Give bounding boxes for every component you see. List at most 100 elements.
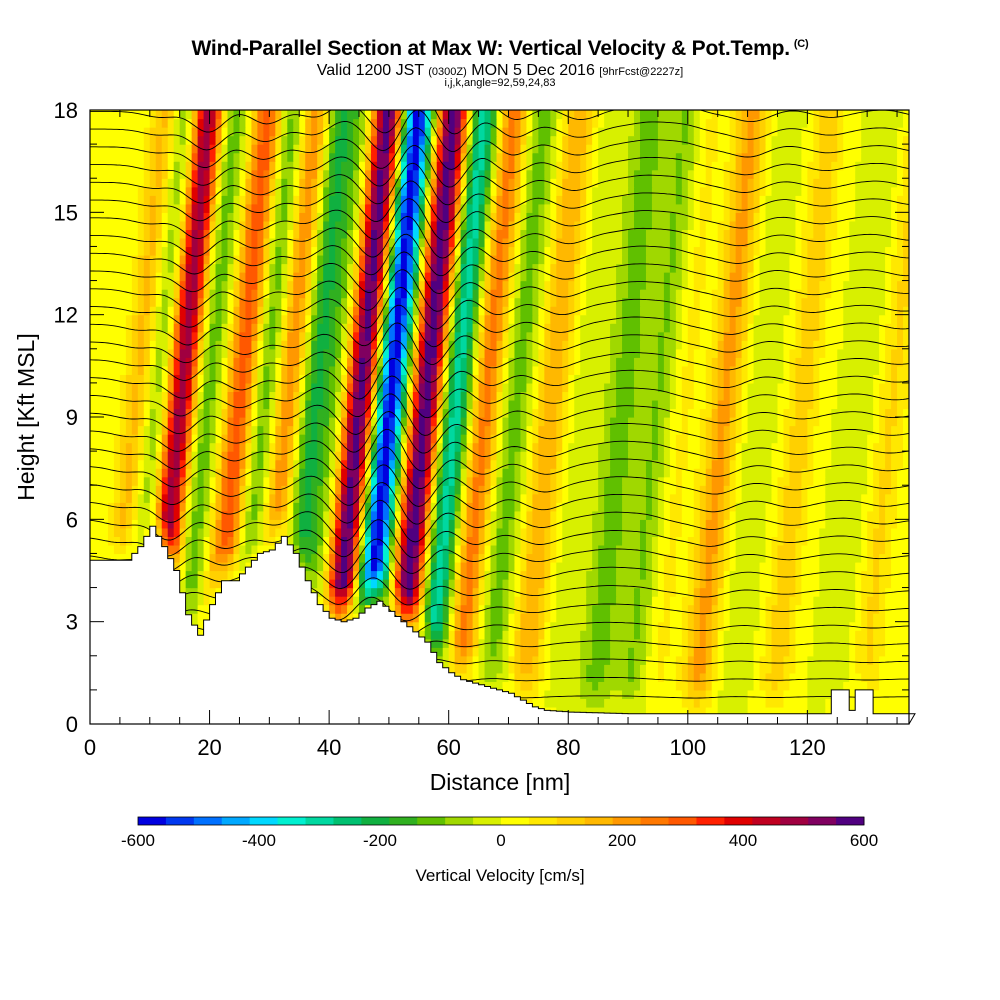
field-cell [795,621,802,631]
field-cell [245,527,253,537]
field-cell [376,451,384,461]
field-cell [735,510,743,520]
field-cell [556,493,563,503]
field-cell [867,468,874,478]
field-cell [759,442,767,452]
field-cell [873,502,880,512]
field-cell [454,425,462,435]
field-cell [657,544,665,555]
field-cell [125,502,133,512]
field-cell [879,698,886,708]
field-cell [233,510,241,520]
field-cell [741,604,749,614]
field-cell [305,485,312,495]
field-cell [496,561,504,572]
field-cell [562,698,569,708]
field-cell [185,451,193,461]
field-cell [735,468,743,478]
field-cell [801,451,808,461]
field-cell [526,510,533,520]
field-cell [95,434,103,444]
field-cell [687,689,695,700]
field-cell [610,544,617,555]
field-cell [472,672,480,682]
field-cell [586,502,593,512]
field-cell [101,434,109,444]
field-cell [580,587,587,597]
field-cell [663,527,671,537]
field-cell [729,672,737,682]
field-cell [819,536,826,546]
field-cell [364,468,372,478]
field-cell [538,510,545,520]
field-cell [687,459,695,469]
field-cell [424,561,432,572]
field-cell [735,527,743,537]
field-cell [651,706,659,717]
field-cell [897,459,904,469]
field-cell [161,442,169,452]
field-cell [263,476,270,486]
field-cell [610,527,617,537]
field-cell [442,451,450,461]
field-cell [359,408,366,418]
field-cell [651,476,659,486]
field-cell [616,587,623,597]
field-cell [669,672,677,682]
field-cell [604,638,611,648]
field-cell [520,510,527,520]
field-cell [514,425,522,435]
field-cell [209,417,217,427]
field-cell [329,527,336,537]
field-cell [699,485,707,495]
field-cell [532,596,539,606]
field-cell [777,689,785,700]
field-cell [693,527,701,537]
field-cell [693,510,701,520]
field-cell [675,459,683,469]
field-cell [538,553,545,563]
field-cell [861,596,868,606]
field-cell [616,493,623,503]
field-cell [406,425,414,435]
field-cell [454,638,462,648]
field-cell [556,451,563,461]
field-cell [466,672,474,682]
field-cell [693,613,701,623]
field-cell [592,621,599,631]
field-cell [717,459,725,469]
field-cell [496,459,504,469]
field-cell [526,468,533,478]
field-cell [370,553,378,563]
field-cell [885,502,892,512]
field-cell [418,630,426,640]
field-cell [855,417,862,427]
field-cell [807,468,814,478]
field-cell [837,664,844,674]
field-cell [849,493,856,503]
field-cell [538,425,545,435]
field-cell [221,434,229,444]
field-cell [311,434,318,444]
field-cell [544,689,551,700]
field-cell [777,638,785,648]
field-cell [359,553,366,563]
field-cell [538,442,545,452]
field-cell [245,425,253,435]
field-cell [179,587,187,597]
field-cell [538,698,545,708]
field-cell [687,544,695,555]
field-cell [598,613,605,623]
field-cell [257,527,264,537]
field-cell [538,596,545,606]
field-cell [215,536,223,546]
field-cell [305,468,312,478]
field-cell [496,621,504,631]
field-cell [580,425,587,435]
field-cell [777,621,785,631]
field-cell [580,451,587,461]
field-cell [562,604,569,614]
field-cell [610,493,617,503]
field-cell [275,442,282,452]
field-cell [717,638,725,648]
